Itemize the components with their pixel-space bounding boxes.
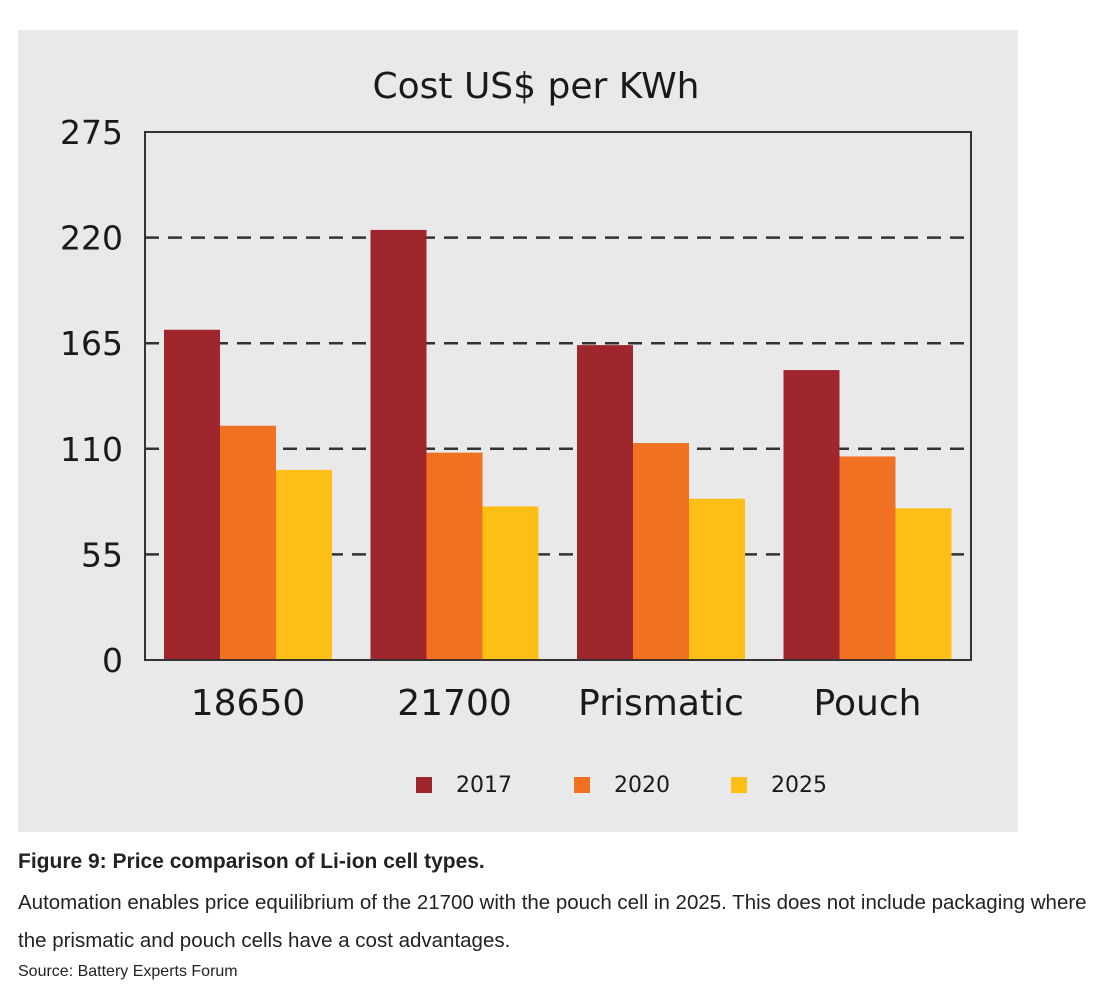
- y-tick-label: 220: [60, 219, 123, 258]
- legend-label: 2017: [456, 773, 512, 798]
- bar: [482, 506, 539, 660]
- figure-source: Source: Battery Experts Forum: [18, 963, 238, 980]
- figure-caption-title: Figure 9: Price comparison of Li-ion cel…: [18, 850, 485, 873]
- bar: [689, 498, 745, 660]
- bar: [839, 456, 896, 660]
- bar: [577, 345, 633, 660]
- bar: [370, 229, 427, 661]
- bar: [220, 425, 276, 660]
- legend-label: 2020: [614, 773, 670, 798]
- x-tick-label: 21700: [397, 683, 512, 724]
- x-tick-label: Pouch: [814, 683, 922, 724]
- bar: [164, 329, 220, 660]
- x-tick-label: 18650: [191, 683, 306, 724]
- figure-caption-description: Automation enables price equilibrium of …: [18, 891, 1087, 952]
- chart-panel: Cost US$ per KWh 0 55 110 165 220 275 18650 217…: [18, 30, 1018, 832]
- legend-label: 2025: [771, 773, 827, 798]
- bar: [276, 469, 332, 660]
- y-tick-label: 55: [81, 535, 123, 574]
- bars: [164, 229, 952, 661]
- y-tick-label: 0: [102, 641, 123, 680]
- bar: [633, 443, 689, 660]
- bar-chart: Cost US$ per KWh 0 55 110 165 220 275 18650 217…: [60, 66, 972, 798]
- x-tick-label: Prismatic: [578, 683, 744, 724]
- bar: [783, 370, 840, 660]
- y-tick-label: 110: [60, 430, 123, 469]
- legend-swatch: [574, 777, 590, 793]
- legend-swatch: [731, 777, 747, 793]
- legend-swatch: [416, 777, 432, 793]
- y-tick-label: 165: [60, 324, 123, 363]
- bar: [426, 452, 483, 660]
- legend: 2017 2020 2025: [416, 773, 827, 798]
- axes: 0 55 110 165 220 275 18650 21700 Prismatic Pouch: [60, 113, 972, 724]
- y-tick-label: 275: [60, 113, 123, 152]
- bar: [895, 508, 952, 660]
- chart-title: Cost US$ per KWh: [372, 66, 699, 107]
